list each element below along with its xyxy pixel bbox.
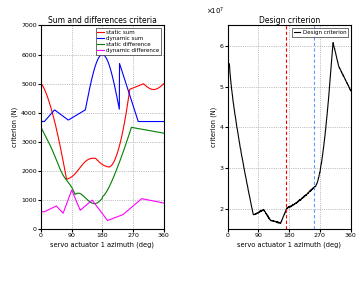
X-axis label: servo actuator 1 azimuth (deg): servo actuator 1 azimuth (deg): [51, 241, 155, 248]
Text: $\times\!10^7$: $\times\!10^7$: [206, 6, 224, 17]
Y-axis label: criterion (N): criterion (N): [210, 107, 217, 147]
Legend: static sum, dynamic sum, static difference, dynamic difference: static sum, dynamic sum, static differen…: [96, 28, 161, 55]
Title: Design criterion: Design criterion: [258, 16, 320, 25]
Title: Sum and differences criteria: Sum and differences criteria: [48, 16, 157, 25]
Legend: Design criterion: Design criterion: [292, 28, 348, 37]
X-axis label: servo actuator 1 azimuth (deg): servo actuator 1 azimuth (deg): [237, 241, 341, 248]
Y-axis label: criterion (N): criterion (N): [12, 107, 19, 147]
